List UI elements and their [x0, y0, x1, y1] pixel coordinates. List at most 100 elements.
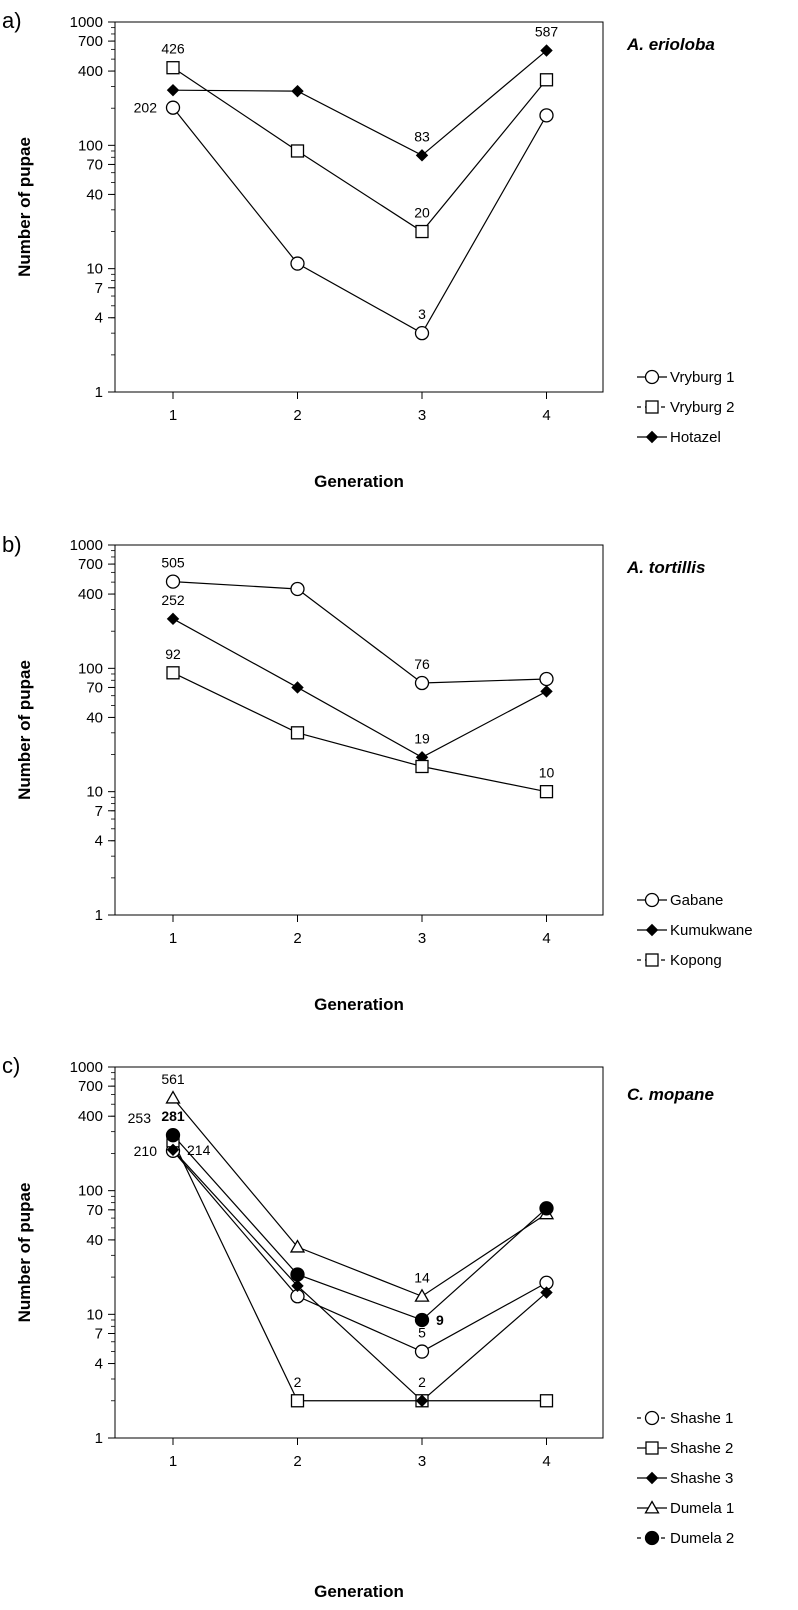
x-tick-label: 1	[169, 407, 177, 424]
y-tick-label: 4	[95, 310, 103, 327]
data-point-series-2	[291, 681, 304, 694]
data-point-series-4	[289, 1239, 306, 1253]
data-label: 561	[161, 1071, 185, 1087]
x-axis-label: Generation	[314, 995, 404, 1014]
legend-label-2: Vryburg 2	[670, 399, 734, 416]
y-tick-label: 7	[95, 803, 103, 820]
data-label: 281	[161, 1108, 185, 1124]
data-point-series-5	[414, 1312, 430, 1328]
x-tick-label: 3	[418, 407, 426, 424]
chart-title: C. mopane	[627, 1085, 714, 1104]
data-label: 20	[414, 205, 430, 221]
data-label: 202	[134, 100, 158, 116]
y-tick-label: 40	[86, 709, 103, 726]
y-tick-label: 1000	[70, 537, 103, 554]
data-label: 19	[414, 730, 430, 746]
data-point-series-1	[539, 108, 554, 123]
legend-marker-2	[645, 400, 659, 414]
data-point-series-2	[290, 144, 305, 158]
data-point-series-1	[414, 326, 430, 341]
data-label: 9	[436, 1312, 444, 1328]
y-axis-label: Number of pupae	[15, 137, 34, 277]
y-tick-label: 700	[78, 1078, 103, 1095]
legend: Vryburg 1 Vryburg 2 Hotazel	[637, 369, 734, 446]
data-point-series-2	[539, 73, 554, 87]
legend: Gabane Kumukwane Kopong	[637, 892, 753, 969]
data-point-series-3	[415, 759, 429, 774]
y-tick-label: 100	[78, 660, 103, 677]
data-point-series-1	[414, 675, 430, 691]
panel-label: a)	[2, 8, 22, 33]
data-label: 505	[161, 555, 185, 571]
legend-marker-1	[644, 892, 660, 908]
data-label: 2	[418, 1374, 426, 1390]
series-line-2	[172, 1140, 547, 1402]
data-point-series-3	[540, 44, 553, 57]
data-point-series-1	[414, 1344, 430, 1359]
data-point-series-3	[166, 83, 180, 97]
y-tick-label: 400	[78, 586, 103, 603]
x-tick-label: 2	[293, 930, 301, 947]
x-tick-label: 2	[293, 407, 301, 424]
data-point-series-1	[290, 256, 305, 271]
legend-marker-4	[644, 1500, 660, 1514]
chart-panel-1: 1 4 7 10 40 70 100 400 700 1000 1 2 3 4 Generation Numb…	[2, 8, 734, 491]
legend-label-3: Shashe 3	[670, 1470, 733, 1487]
x-tick-label: 4	[542, 1453, 550, 1470]
data-point-series-2	[540, 685, 553, 698]
x-tick-label: 4	[542, 407, 550, 424]
data-label: 587	[535, 24, 559, 40]
y-tick-label: 700	[78, 33, 103, 50]
data-label: 5	[418, 1325, 426, 1341]
data-label: 210	[134, 1143, 158, 1159]
legend-label-1: Vryburg 1	[670, 369, 734, 386]
series-line-4	[172, 1097, 547, 1297]
chart-title: A. tortillis	[626, 558, 705, 577]
legend-marker-1	[644, 1410, 660, 1426]
series-line-5	[172, 1134, 547, 1321]
data-point-series-3	[540, 1286, 553, 1299]
y-tick-label: 1000	[70, 14, 103, 31]
data-point-series-3	[415, 149, 429, 162]
data-point-series-5	[290, 1267, 305, 1282]
data-label: 83	[414, 128, 430, 144]
data-label: 252	[161, 592, 185, 608]
data-point-series-2	[166, 612, 180, 626]
legend-label-2: Shashe 2	[670, 1440, 733, 1457]
plot-frame	[114, 1066, 604, 1439]
panel-label: c)	[2, 1053, 20, 1078]
legend-label-1: Shashe 1	[670, 1410, 733, 1427]
data-label: 3	[418, 306, 426, 322]
y-tick-label: 10	[86, 784, 103, 801]
data-point-series-3	[415, 1394, 429, 1407]
panel-label: b)	[2, 532, 22, 557]
y-tick-label: 1	[95, 907, 103, 924]
data-label: 92	[165, 646, 181, 662]
data-label: 214	[187, 1142, 211, 1158]
x-tick-label: 2	[293, 1453, 301, 1470]
legend-label-3: Kopong	[670, 952, 722, 969]
y-tick-label: 400	[78, 1108, 103, 1125]
y-tick-label: 40	[86, 1232, 103, 1249]
y-tick-label: 100	[78, 1183, 103, 1200]
data-label: 2	[294, 1374, 302, 1390]
y-tick-label: 4	[95, 833, 103, 850]
y-tick-label: 4	[95, 1356, 103, 1373]
data-point-series-5	[165, 1128, 181, 1143]
series-line-3	[172, 672, 547, 793]
plot-frame	[114, 21, 604, 393]
y-tick-label: 10	[86, 1306, 103, 1323]
series-line-1	[172, 580, 547, 684]
x-tick-label: 4	[542, 930, 550, 947]
y-tick-label: 700	[78, 556, 103, 573]
data-point-series-1	[165, 574, 181, 589]
series-line-2	[172, 618, 547, 758]
chart-panel-2: 1 4 7 10 40 70 100 400 700 1000 1 2 3 4 Generation Numb…	[2, 532, 753, 1014]
data-point-series-3	[166, 666, 180, 680]
y-tick-label: 40	[86, 186, 103, 203]
legend-marker-2	[645, 1441, 659, 1455]
data-label: 76	[414, 656, 430, 672]
x-tick-label: 3	[418, 1453, 426, 1470]
data-point-series-2	[415, 224, 429, 239]
data-point-series-2	[166, 61, 180, 75]
